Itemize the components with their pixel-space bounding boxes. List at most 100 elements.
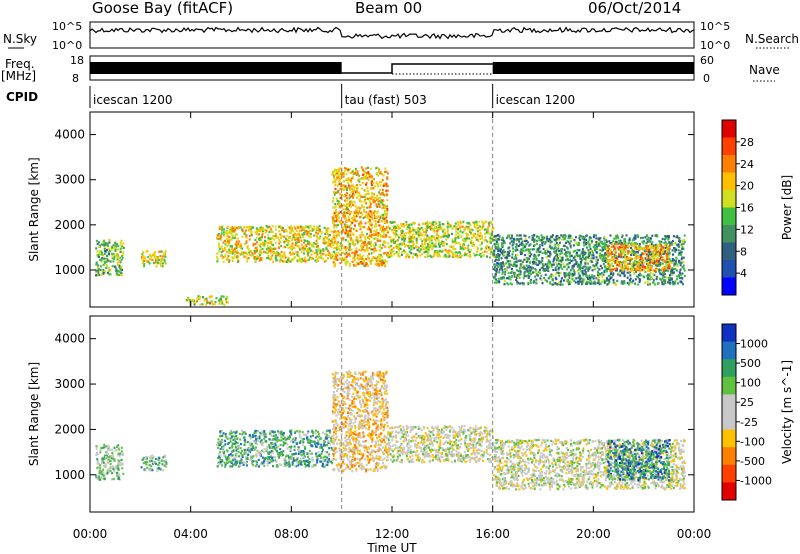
colorbar-swatch-1-1 bbox=[722, 341, 736, 360]
panel-frame-0 bbox=[89, 111, 695, 308]
colorbar-label-0: Power [dB] bbox=[780, 175, 794, 240]
x-tick-label-0: 00:00 bbox=[73, 527, 108, 541]
freq-tau-trace bbox=[341, 63, 493, 74]
power-region-7 bbox=[606, 242, 671, 273]
colorbar-tick-1-3: 25 bbox=[740, 396, 754, 409]
nsky-trace bbox=[89, 26, 695, 40]
colorbar-tick-0-2: 20 bbox=[740, 180, 754, 193]
cpid-segments: icescan 1200 tau (fast) 503 icescan 1200 bbox=[93, 84, 575, 108]
nsky-label: N.Sky bbox=[3, 32, 37, 46]
y-tick-label-1-0: 1000 bbox=[54, 468, 85, 482]
velocity-region-6 bbox=[606, 438, 671, 482]
colorbar-swatch-0-1 bbox=[722, 137, 736, 156]
freq-block-1 bbox=[492, 62, 694, 74]
colorbar-swatch-1-9 bbox=[722, 482, 736, 501]
station-title: Goose Bay (fitACF) bbox=[92, 0, 233, 17]
power-region-1 bbox=[140, 249, 167, 268]
colorbar-swatch-0-0 bbox=[722, 120, 736, 138]
velocity-region-4 bbox=[387, 424, 495, 464]
colorbar-swatch-1-7 bbox=[722, 447, 736, 466]
nsky-strip-frame bbox=[89, 21, 695, 49]
velocity-region-0 bbox=[95, 443, 125, 481]
velocity-region-3 bbox=[331, 370, 389, 473]
colorbar-tick-1-0: 1000 bbox=[740, 338, 768, 351]
x-tick-label-6: 00:00 bbox=[677, 527, 712, 541]
nsearch-tick-top: 10^5 bbox=[700, 20, 730, 33]
x-tick-label-3: 12:00 bbox=[375, 527, 410, 541]
colorbar-swatch-0-8 bbox=[722, 260, 736, 278]
freq-tick-bottom: 8 bbox=[72, 72, 79, 85]
colorbar-swatch-0-9 bbox=[722, 277, 736, 296]
x-tick-label-2: 08:00 bbox=[274, 527, 309, 541]
nave-label: Nave bbox=[749, 63, 780, 77]
colorbar-tick-1-4: -25 bbox=[740, 416, 758, 429]
colorbar-swatch-1-0 bbox=[722, 324, 736, 343]
y-tick-label-0-2: 3000 bbox=[54, 173, 85, 187]
y-tick-label-0-1: 2000 bbox=[54, 218, 85, 232]
freq-tick-top: 18 bbox=[70, 54, 84, 67]
colorbar-tick-0-6: 4 bbox=[740, 267, 747, 280]
y-tick-label-1-3: 4000 bbox=[54, 332, 85, 346]
power-panel: 1000 2000 3000 4000 Slant Range [km] bbox=[27, 111, 695, 308]
nsky-tick-top: 10^5 bbox=[52, 20, 82, 33]
freq-block-0 bbox=[90, 62, 342, 74]
colorbar-swatch-1-4 bbox=[722, 394, 736, 413]
panel-frame-1 bbox=[89, 315, 695, 513]
nsky-tick-bottom: 10^0 bbox=[52, 39, 82, 52]
colorbar-tick-1-2: 100 bbox=[740, 377, 761, 390]
colorbar-tick-1-5: -100 bbox=[740, 435, 765, 448]
beam-title: Beam 00 bbox=[355, 0, 422, 17]
nave-tick-top: 60 bbox=[700, 54, 714, 67]
cpid-segment-1: tau (fast) 503 bbox=[345, 93, 427, 107]
x-tick-label-4: 16:00 bbox=[475, 527, 510, 541]
colorbar-label-1: Velocity [m s^-1] bbox=[780, 360, 794, 464]
freq-label: Freq. bbox=[5, 57, 35, 71]
x-axis-label: Time UT bbox=[366, 541, 417, 554]
cpid-segment-2: icescan 1200 bbox=[496, 93, 575, 107]
y-tick-label-1-1: 2000 bbox=[54, 422, 85, 436]
freq-series bbox=[90, 62, 694, 75]
colorbar-swatch-0-6 bbox=[722, 225, 736, 243]
colorbar-tick-0-3: 16 bbox=[740, 202, 754, 215]
cpid-label: CPID bbox=[6, 90, 38, 104]
power-region-3 bbox=[216, 224, 334, 264]
freq-unit-label: [MHz] bbox=[1, 69, 36, 83]
nsky-series bbox=[89, 26, 695, 40]
power-region-2 bbox=[185, 295, 230, 306]
colorbar-swatch-0-3 bbox=[722, 172, 736, 191]
date-title: 06/Oct/2014 bbox=[588, 0, 681, 17]
x-tick-label-5: 20:00 bbox=[576, 527, 611, 541]
velocity-colorbar: 1000 500 100 25 -25 -100 -500 -1000 Velocity [m … bbox=[721, 323, 794, 501]
velocity-region-2 bbox=[215, 429, 334, 468]
colorbar-tick-0-5: 8 bbox=[740, 245, 747, 258]
colorbar-swatch-0-4 bbox=[722, 190, 736, 208]
colorbar-swatch-0-2 bbox=[722, 155, 736, 173]
cpid-segment-0: icescan 1200 bbox=[93, 93, 172, 107]
y-axis-label-1: Slant Range [km] bbox=[27, 362, 41, 466]
colorbar-swatch-0-7 bbox=[722, 242, 736, 261]
y-axis-label-0: Slant Range [km] bbox=[27, 157, 41, 261]
colorbar-swatch-1-8 bbox=[722, 464, 736, 483]
velocity-region-1 bbox=[140, 454, 168, 473]
nave-tick-bottom: 0 bbox=[703, 72, 710, 85]
power-region-6 bbox=[492, 233, 686, 286]
time-axis: 00:00 04:00 08:00 12:00 16:00 20:00 00:00 bbox=[73, 527, 712, 541]
colorbar-swatch-1-3 bbox=[722, 376, 736, 395]
x-tick-label-1: 04:00 bbox=[173, 527, 208, 541]
power-region-0 bbox=[95, 238, 125, 277]
velocity-panel: 1000 2000 3000 4000 Slant Range [km] bbox=[27, 315, 695, 513]
power-colorbar: 28 24 20 16 12 8 4 Power [dB] bbox=[721, 119, 794, 296]
colorbar-tick-0-1: 24 bbox=[740, 158, 754, 171]
power-region-5 bbox=[387, 220, 495, 259]
y-tick-label-0-0: 1000 bbox=[54, 263, 85, 277]
colorbar-swatch-1-6 bbox=[722, 429, 736, 448]
y-tick-label-1-2: 3000 bbox=[54, 377, 85, 391]
y-tick-label-0-3: 4000 bbox=[54, 128, 85, 142]
colorbar-swatch-1-5 bbox=[722, 412, 736, 431]
colorbar-tick-0-4: 12 bbox=[740, 223, 754, 236]
colorbar-tick-1-7: -1000 bbox=[740, 474, 772, 487]
colorbar-swatch-0-5 bbox=[722, 207, 736, 226]
colorbar-tick-1-1: 500 bbox=[740, 357, 761, 370]
power-region-4 bbox=[331, 166, 389, 268]
